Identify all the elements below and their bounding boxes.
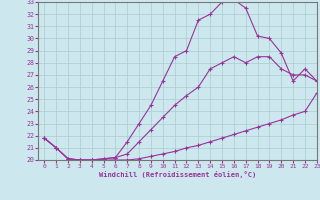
X-axis label: Windchill (Refroidissement éolien,°C): Windchill (Refroidissement éolien,°C) xyxy=(99,171,256,178)
